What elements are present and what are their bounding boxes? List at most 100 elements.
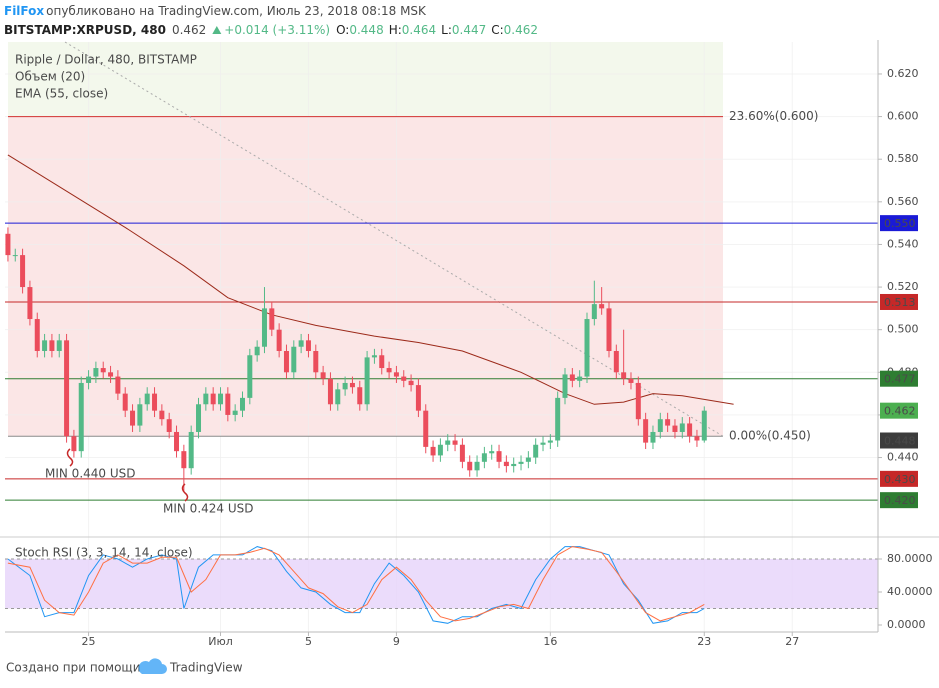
candle-body bbox=[20, 255, 26, 288]
ema-line bbox=[7, 154, 734, 405]
candle-body bbox=[196, 404, 202, 432]
fib-label: 0.00%(0.450) bbox=[729, 429, 811, 443]
ohlc-value: 0.447 bbox=[452, 23, 486, 37]
candle-body bbox=[261, 308, 267, 347]
candle-body bbox=[49, 340, 55, 351]
author[interactable]: FilFox bbox=[4, 4, 44, 18]
y-tick-label: 0.520 bbox=[887, 280, 919, 293]
y-tick-label: 0.440 bbox=[887, 451, 919, 464]
price-tag-label: 0.420 bbox=[884, 494, 916, 507]
candle-body bbox=[606, 308, 612, 351]
candle-body bbox=[137, 404, 143, 426]
candle-body bbox=[599, 304, 605, 309]
candle-body bbox=[430, 446, 436, 456]
candle-body bbox=[452, 440, 458, 445]
candle-body bbox=[291, 346, 297, 373]
price: 0.462 bbox=[172, 23, 206, 37]
candle-body bbox=[489, 451, 495, 454]
candle-body bbox=[621, 372, 627, 379]
candle-body bbox=[34, 319, 40, 351]
candle-body bbox=[203, 393, 209, 405]
candle-body bbox=[672, 425, 678, 432]
candle-body bbox=[283, 350, 289, 373]
ohlc-value: 0.464 bbox=[402, 23, 436, 37]
indicator-title: Объем (20) bbox=[15, 70, 85, 84]
candle-body bbox=[239, 397, 245, 411]
candle-body bbox=[100, 368, 106, 373]
price-tag bbox=[880, 402, 918, 419]
candle-body bbox=[327, 378, 333, 405]
candle-body bbox=[518, 461, 524, 464]
x-tick-label: 5 bbox=[305, 635, 312, 648]
candle-body bbox=[511, 463, 517, 467]
y-tick-label: 0.0000 bbox=[887, 618, 926, 631]
candle-body bbox=[423, 410, 429, 447]
price-tag bbox=[880, 470, 918, 487]
candle-body bbox=[152, 393, 158, 411]
candle-body bbox=[540, 442, 546, 445]
candle-body bbox=[276, 329, 282, 351]
candle-body bbox=[562, 374, 568, 398]
ohlc-label: L: bbox=[441, 23, 452, 37]
candle-body bbox=[555, 397, 561, 441]
x-tick-label: 23 bbox=[697, 635, 711, 648]
candle-body bbox=[335, 389, 341, 405]
candle-body bbox=[210, 393, 216, 405]
candle-body bbox=[174, 431, 180, 452]
indicator-title: EMA (55, close) bbox=[15, 87, 108, 101]
candle-body bbox=[628, 378, 634, 383]
candle-body bbox=[577, 376, 583, 381]
series-title: Ripple / Dollar, 480, BITSTAMP bbox=[15, 53, 197, 67]
candle-body bbox=[108, 372, 114, 377]
price-tag-label: 0.477 bbox=[884, 373, 916, 386]
candle-body bbox=[481, 453, 487, 462]
candle-body bbox=[349, 382, 355, 388]
fib-label: 23.60%(0.600) bbox=[729, 109, 818, 123]
price-tag bbox=[880, 215, 918, 232]
ohlc-label: O: bbox=[336, 23, 349, 37]
candle-body bbox=[650, 431, 656, 443]
candle-body bbox=[379, 355, 385, 369]
x-tick-label: 27 bbox=[785, 635, 799, 648]
ohlc-label: C: bbox=[491, 23, 503, 37]
candle-body bbox=[254, 346, 260, 356]
ohlc-value: 0.462 bbox=[504, 23, 538, 37]
price-tag-label: 0.462 bbox=[884, 405, 916, 418]
candle-body bbox=[415, 385, 421, 411]
up-arrow bbox=[212, 26, 222, 34]
candle-body bbox=[247, 355, 253, 398]
candle-body bbox=[679, 423, 685, 432]
candle-body bbox=[86, 376, 92, 383]
candle-body bbox=[657, 419, 663, 432]
candle-body bbox=[64, 340, 70, 437]
candle-body bbox=[437, 444, 443, 456]
y-tick-label: 40.0000 bbox=[887, 585, 933, 598]
price-tag-label: 0.448 bbox=[884, 434, 916, 447]
candle-body bbox=[357, 387, 363, 405]
candle-body bbox=[269, 308, 275, 330]
fib-zone bbox=[8, 42, 723, 117]
candle-body bbox=[298, 340, 304, 347]
candle-body bbox=[232, 410, 238, 415]
candle-body bbox=[42, 340, 48, 351]
symbol-line: BITSTAMP:XRPUSD, 480 0.462 +0.014 (+3.11%)… bbox=[4, 23, 538, 37]
candle-body bbox=[701, 410, 707, 441]
candle-body bbox=[188, 431, 194, 469]
candle-body bbox=[665, 419, 671, 426]
candle-body bbox=[635, 382, 641, 420]
y-tick-label: 0.500 bbox=[887, 323, 919, 336]
candle-body bbox=[305, 340, 311, 351]
candle-body bbox=[569, 374, 575, 381]
candle-body bbox=[27, 287, 33, 320]
annotation: MIN 0.440 USD bbox=[45, 467, 136, 481]
y-tick-label: 0.540 bbox=[887, 237, 919, 250]
x-tick-label: 9 bbox=[393, 635, 400, 648]
candle-body bbox=[93, 368, 99, 377]
candle-body bbox=[78, 382, 84, 452]
brand[interactable]: TradingView bbox=[169, 661, 243, 675]
y-tick-label: 0.580 bbox=[887, 152, 919, 165]
stoch-line bbox=[7, 546, 705, 622]
candle-body bbox=[401, 376, 407, 381]
candle-body bbox=[584, 319, 590, 377]
